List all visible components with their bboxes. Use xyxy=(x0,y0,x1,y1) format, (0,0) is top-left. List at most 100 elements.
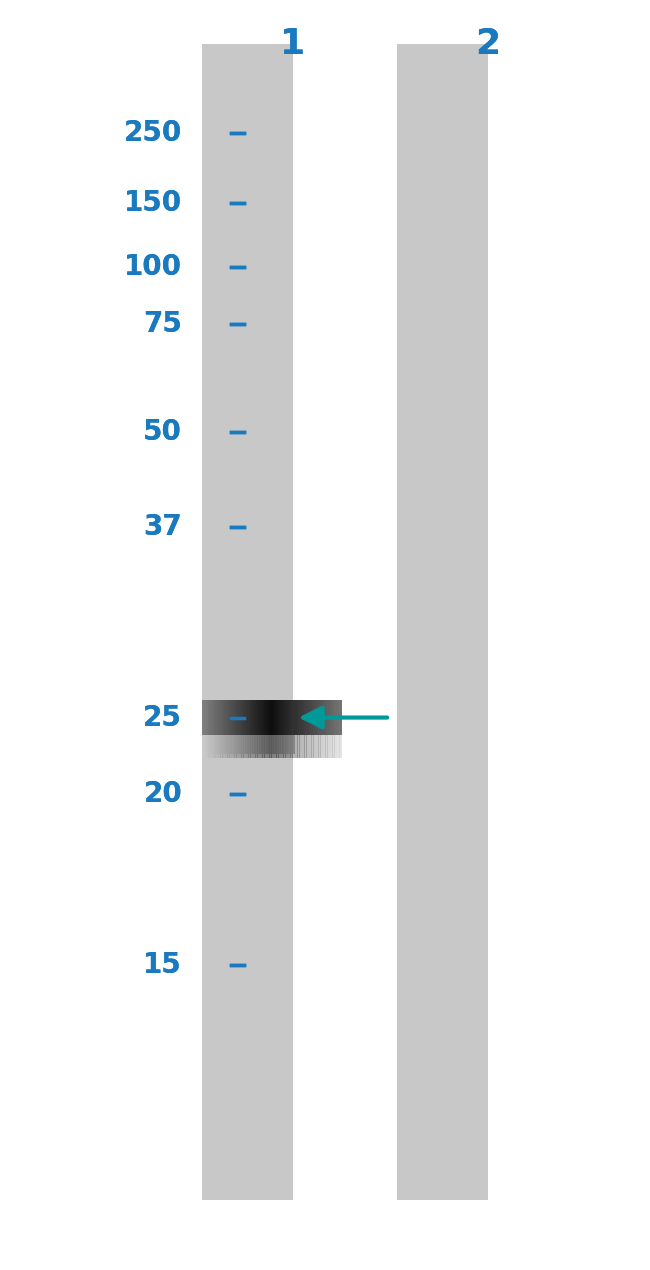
Bar xyxy=(212,700,214,735)
Bar xyxy=(283,735,286,758)
Bar xyxy=(202,44,292,1200)
Bar xyxy=(242,700,244,735)
Bar xyxy=(243,700,246,735)
Bar xyxy=(328,700,330,735)
Bar xyxy=(283,700,286,735)
Bar xyxy=(204,735,207,758)
Bar xyxy=(224,735,227,753)
Bar xyxy=(203,735,205,753)
Bar xyxy=(289,735,291,753)
Bar xyxy=(222,700,225,735)
Bar xyxy=(209,735,211,753)
Bar xyxy=(270,700,272,735)
Bar xyxy=(255,735,258,753)
Bar xyxy=(292,735,295,758)
Bar xyxy=(266,735,268,753)
Bar xyxy=(272,700,274,735)
Bar xyxy=(289,735,291,753)
Bar xyxy=(265,735,266,753)
Bar xyxy=(285,700,288,735)
Bar xyxy=(283,700,286,735)
Bar xyxy=(217,735,220,753)
Bar xyxy=(280,735,283,753)
Bar xyxy=(210,735,213,753)
Bar xyxy=(277,700,279,735)
Bar xyxy=(292,700,295,735)
Bar xyxy=(202,700,205,735)
Bar xyxy=(219,700,222,735)
Bar xyxy=(396,44,488,1200)
Bar xyxy=(243,735,246,753)
Bar xyxy=(227,700,230,735)
Bar xyxy=(210,700,213,735)
Bar xyxy=(272,735,274,753)
Bar xyxy=(488,0,650,1270)
Bar xyxy=(253,735,255,758)
Bar xyxy=(214,735,216,753)
Bar xyxy=(278,735,281,753)
Bar xyxy=(231,700,233,735)
Bar xyxy=(221,700,223,735)
Bar xyxy=(292,0,396,1270)
Bar xyxy=(254,700,256,735)
Text: 20: 20 xyxy=(143,780,182,808)
Bar xyxy=(245,700,248,735)
Text: 250: 250 xyxy=(124,119,182,147)
Bar xyxy=(216,700,218,735)
Bar xyxy=(235,735,237,753)
Bar xyxy=(306,735,309,758)
Bar xyxy=(263,700,265,735)
Bar xyxy=(210,700,213,735)
Bar xyxy=(290,735,293,758)
Text: 1: 1 xyxy=(280,28,305,61)
Bar xyxy=(222,735,225,753)
Text: 150: 150 xyxy=(124,189,182,217)
Bar xyxy=(202,700,204,735)
Bar xyxy=(294,700,298,735)
Bar xyxy=(231,735,233,753)
Bar xyxy=(274,735,277,758)
Bar xyxy=(277,700,279,735)
Bar xyxy=(235,735,237,753)
Bar xyxy=(233,700,235,735)
Bar xyxy=(280,700,283,735)
Bar xyxy=(249,735,251,753)
Bar xyxy=(277,735,279,753)
Bar xyxy=(202,735,205,758)
Bar xyxy=(202,735,204,753)
Bar xyxy=(278,735,281,753)
Bar xyxy=(243,735,246,753)
Bar xyxy=(270,735,272,753)
Bar xyxy=(297,735,300,758)
Bar xyxy=(337,735,339,758)
Bar xyxy=(205,700,207,735)
Bar xyxy=(232,735,235,758)
Text: 37: 37 xyxy=(143,513,182,541)
Bar xyxy=(259,735,261,753)
Bar xyxy=(209,700,211,735)
Bar xyxy=(213,735,216,758)
Bar xyxy=(330,735,333,758)
Bar xyxy=(278,735,281,758)
Text: 100: 100 xyxy=(124,253,182,281)
Text: 2: 2 xyxy=(475,28,500,61)
Bar xyxy=(225,700,227,735)
Bar xyxy=(229,700,233,735)
Bar xyxy=(283,735,286,753)
Bar xyxy=(282,700,284,735)
Bar xyxy=(266,700,268,735)
Bar xyxy=(202,735,204,753)
Bar xyxy=(299,735,302,758)
Bar xyxy=(240,735,242,753)
Text: 1: 1 xyxy=(280,28,305,61)
Bar xyxy=(212,735,214,753)
Bar xyxy=(237,700,239,735)
Bar xyxy=(238,700,240,735)
Bar xyxy=(253,700,255,735)
Bar xyxy=(211,735,214,758)
Bar xyxy=(275,735,278,753)
Bar xyxy=(248,735,251,758)
Bar xyxy=(311,700,314,735)
Bar xyxy=(233,700,235,735)
Bar xyxy=(260,735,263,758)
